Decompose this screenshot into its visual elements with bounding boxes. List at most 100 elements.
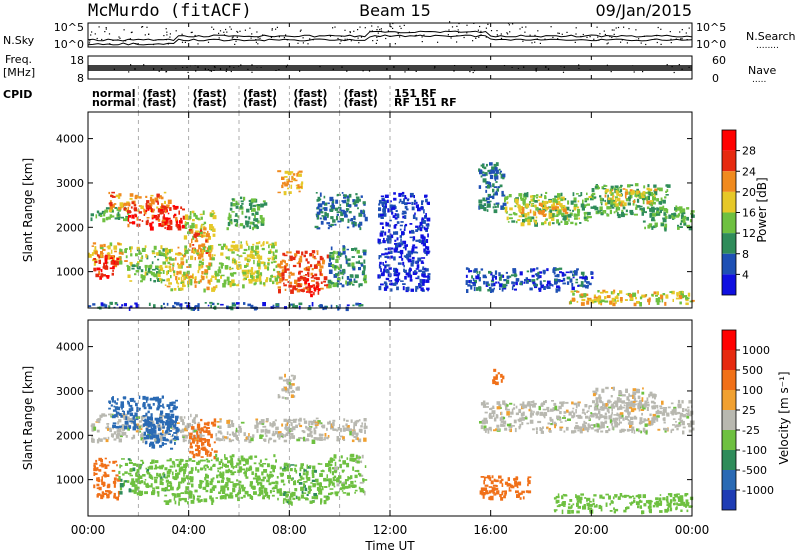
- nsky-point: [485, 36, 487, 38]
- heatmap-cell: [180, 217, 183, 220]
- heatmap-cell: [142, 415, 146, 417]
- heatmap-cell: [334, 207, 339, 211]
- heatmap-cell: [394, 213, 397, 216]
- heatmap-cell: [156, 472, 159, 477]
- heatmap-cell: [145, 427, 149, 432]
- heatmap-cell: [323, 195, 326, 199]
- heatmap-cell: [299, 279, 302, 281]
- heatmap-cell: [308, 305, 311, 309]
- heatmap-cell: [90, 217, 93, 222]
- freq-point: [195, 70, 197, 72]
- heatmap-cell: [316, 482, 320, 486]
- heatmap-cell: [617, 293, 620, 296]
- heatmap-cell: [574, 213, 579, 217]
- heatmap-cell: [272, 490, 275, 492]
- heatmap-cell: [284, 426, 288, 430]
- heatmap-cell: [269, 249, 272, 252]
- heatmap-cell: [154, 438, 156, 442]
- heatmap-cell: [384, 194, 389, 198]
- heatmap-cell: [363, 274, 367, 279]
- heatmap-cell: [185, 425, 190, 429]
- heatmap-cell: [217, 480, 221, 484]
- heatmap-cell: [143, 436, 147, 440]
- heatmap-cell: [360, 210, 363, 213]
- heatmap-cell: [290, 184, 293, 189]
- heatmap-cell: [331, 282, 335, 285]
- heatmap-cell: [91, 427, 94, 432]
- heatmap-cell: [243, 248, 248, 252]
- nsky-point: [375, 42, 377, 44]
- heatmap-cell: [664, 227, 667, 232]
- heatmap-cell: [198, 484, 202, 488]
- heatmap-cell: [110, 414, 113, 417]
- beam-title: Beam 15: [359, 1, 431, 20]
- heatmap-cell: [329, 205, 332, 208]
- heatmap-cell: [302, 472, 306, 476]
- heatmap-cell: [526, 422, 530, 425]
- heatmap-cell: [472, 283, 476, 287]
- heatmap-cell: [157, 419, 161, 423]
- heatmap-cell: [377, 241, 382, 244]
- heatmap-cell: [556, 274, 560, 278]
- heatmap-cell: [685, 298, 689, 302]
- nsky-point: [490, 30, 493, 32]
- heatmap-cell: [177, 271, 182, 274]
- heatmap-cell: [285, 279, 288, 281]
- heatmap-cell: [174, 493, 177, 498]
- heatmap-cell: [264, 265, 267, 270]
- heatmap-cell: [576, 300, 579, 303]
- heatmap-cell: [512, 212, 516, 215]
- heatmap-cell: [490, 272, 493, 276]
- heatmap-cell: [615, 301, 617, 304]
- heatmap-cell: [269, 473, 273, 478]
- heatmap-cell: [169, 465, 174, 468]
- heatmap-cell: [649, 200, 654, 203]
- heatmap-cell: [191, 238, 193, 243]
- heatmap-cell: [465, 280, 469, 283]
- heatmap-cell: [687, 292, 691, 297]
- heatmap-cell: [149, 222, 153, 227]
- heatmap-cell: [239, 484, 241, 487]
- heatmap-cell: [534, 283, 538, 287]
- heatmap-cell: [167, 261, 171, 265]
- heatmap-cell: [156, 216, 160, 220]
- heatmap-cell: [112, 480, 117, 484]
- heatmap-cell: [290, 303, 293, 306]
- heatmap-cell: [607, 197, 611, 201]
- heatmap-cell: [549, 221, 551, 226]
- freq-point: [286, 64, 289, 66]
- heatmap-cell: [502, 207, 507, 210]
- heatmap-cell: [221, 479, 224, 483]
- heatmap-cell: [654, 188, 658, 192]
- heatmap-cell: [107, 252, 110, 255]
- heatmap-cell: [299, 289, 302, 292]
- nsky-point: [376, 29, 378, 31]
- heatmap-cell: [354, 221, 357, 227]
- freq-point: [128, 71, 130, 73]
- freq-point: [165, 71, 168, 73]
- heatmap-cell: [323, 217, 327, 221]
- heatmap-cell: [351, 432, 354, 437]
- freq-point: [260, 67, 262, 69]
- heatmap-cell: [338, 475, 342, 479]
- heatmap-cell: [496, 401, 501, 405]
- heatmap-cell: [555, 206, 559, 210]
- heatmap-cell: [123, 411, 125, 415]
- heatmap-cell: [359, 481, 364, 484]
- heatmap-cell: [330, 216, 334, 220]
- heatmap-cell: [262, 203, 265, 207]
- heatmap-cell: [296, 386, 300, 391]
- heatmap-cell: [98, 486, 102, 491]
- heatmap-cell: [538, 202, 543, 206]
- freq-point: [143, 64, 145, 66]
- heatmap-cell: [281, 473, 284, 476]
- heatmap-cell: [134, 195, 138, 200]
- heatmap-cell: [676, 206, 680, 211]
- heatmap-cell: [200, 427, 204, 432]
- heatmap-cell: [148, 429, 152, 432]
- heatmap-cell: [318, 491, 321, 494]
- heatmap-cell: [395, 231, 399, 235]
- heatmap-cell: [251, 209, 253, 212]
- nsky-point: [670, 38, 672, 40]
- heatmap-cell: [488, 182, 492, 186]
